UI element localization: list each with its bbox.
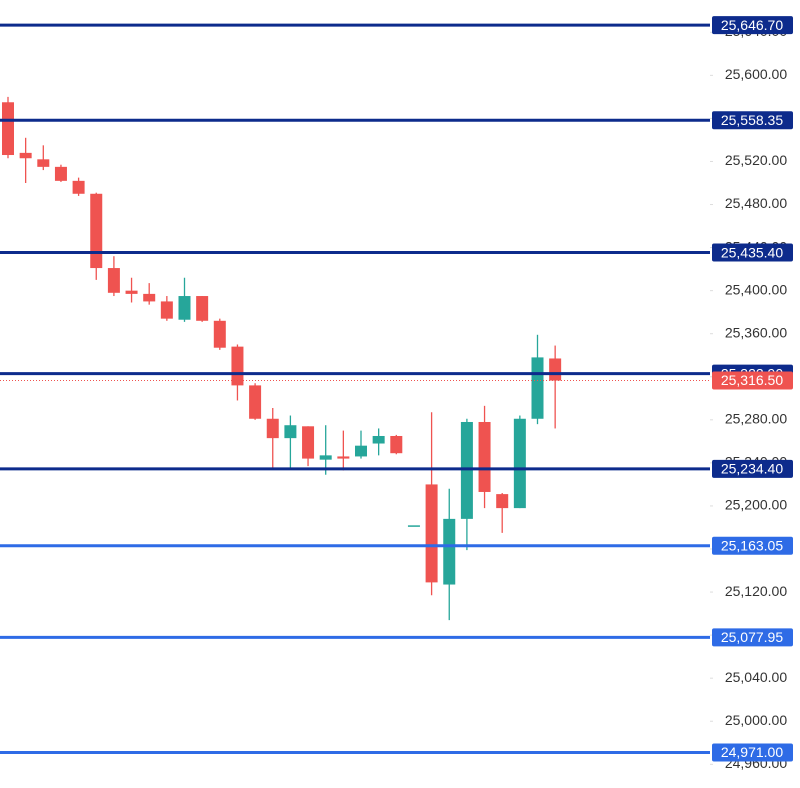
- level-label: 24,971.00: [721, 744, 783, 760]
- candle-body: [531, 357, 544, 419]
- candle-body: [19, 152, 32, 159]
- candle-body: [337, 456, 350, 459]
- candle-body: [54, 166, 67, 181]
- level-label: 25,558.35: [721, 112, 783, 128]
- candle-body: [213, 320, 226, 348]
- candle-body: [231, 346, 244, 386]
- candle-body: [496, 494, 509, 509]
- candle-body: [284, 425, 297, 439]
- level-label: 25,435.40: [721, 244, 783, 260]
- level-label: 25,234.40: [721, 461, 783, 477]
- candle-body: [319, 455, 332, 460]
- level-label-box: [712, 743, 793, 762]
- candle-body: [178, 296, 191, 320]
- level-label: 25,077.95: [721, 629, 783, 645]
- candle-body: [196, 296, 209, 321]
- y-tick-label: 25,120.00: [725, 583, 787, 599]
- last-price-label: 25,316.50: [721, 372, 783, 388]
- level-label-box: [712, 536, 793, 555]
- candle-body: [513, 418, 526, 509]
- y-tick-label: 25,200.00: [725, 497, 787, 513]
- y-tick-label: 25,280.00: [725, 411, 787, 427]
- y-tick-label: 25,480.00: [725, 195, 787, 211]
- y-tick-label: 25,040.00: [725, 669, 787, 685]
- candle-body: [37, 159, 50, 167]
- level-label: 25,646.70: [721, 17, 783, 33]
- candle-body: [90, 193, 103, 269]
- candle-body: [478, 421, 491, 492]
- candle-body: [302, 426, 315, 459]
- y-tick-label: 25,600.00: [725, 66, 787, 82]
- level-label-box: [712, 16, 793, 35]
- candle-body: [372, 435, 385, 444]
- y-tick-label: 25,520.00: [725, 152, 787, 168]
- candle-body: [355, 445, 367, 457]
- last-price-box: [712, 371, 793, 390]
- candle-body: [266, 418, 279, 439]
- candle-body: [160, 301, 173, 319]
- y-tick-label: 25,400.00: [725, 281, 787, 297]
- candle-body: [107, 268, 120, 293]
- level-label-box: [712, 459, 793, 478]
- y-tick-label: 25,000.00: [725, 712, 787, 728]
- candle-body: [549, 358, 562, 381]
- candle-body: [72, 180, 85, 194]
- level-label-box: [712, 628, 793, 647]
- candle-body: [390, 435, 403, 454]
- candle-body: [125, 290, 138, 294]
- candle-body: [460, 421, 473, 519]
- candle-body: [425, 484, 438, 583]
- candle-body: [443, 518, 456, 585]
- candle-body: [249, 385, 262, 419]
- level-label: 25,163.05: [721, 537, 783, 553]
- level-label-box: [712, 243, 793, 262]
- y-tick-label: 25,360.00: [725, 324, 787, 340]
- candle-body: [2, 102, 14, 156]
- candle-body: [407, 525, 420, 527]
- level-label-box: [712, 111, 793, 130]
- candle-body: [143, 293, 156, 302]
